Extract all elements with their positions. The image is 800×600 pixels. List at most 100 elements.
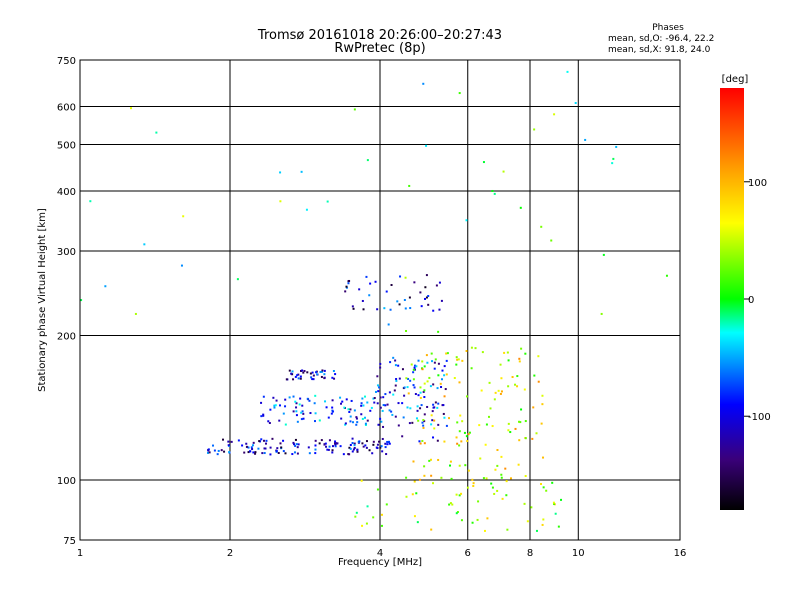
data-point — [428, 459, 431, 462]
data-point — [545, 489, 548, 492]
data-point — [348, 453, 351, 456]
data-point — [213, 449, 216, 452]
data-point — [490, 482, 493, 485]
data-point — [375, 446, 378, 449]
data-point — [334, 440, 337, 443]
data-point — [376, 443, 379, 446]
x-tick-label: 16 — [674, 548, 687, 559]
data-point — [373, 397, 376, 400]
data-point — [372, 443, 375, 446]
y-tick-label: 300 — [57, 247, 76, 258]
data-point — [296, 446, 299, 449]
data-point — [458, 494, 461, 497]
data-point — [409, 379, 412, 382]
data-point — [314, 439, 317, 442]
data-point — [313, 402, 316, 405]
data-point — [262, 439, 265, 442]
data-point — [331, 406, 334, 409]
data-point — [348, 410, 351, 413]
data-point — [417, 394, 420, 397]
data-point — [318, 442, 321, 445]
data-point — [541, 403, 544, 406]
data-point — [279, 171, 282, 174]
data-point — [296, 374, 299, 377]
data-point — [524, 437, 527, 440]
data-point — [665, 274, 668, 277]
data-point — [364, 395, 367, 398]
data-point — [398, 377, 401, 380]
data-point — [182, 215, 185, 218]
data-point — [310, 376, 313, 379]
data-point — [309, 372, 312, 375]
data-point — [427, 294, 430, 297]
data-point — [443, 416, 446, 419]
data-point — [360, 479, 363, 482]
data-point — [465, 350, 468, 353]
data-point — [314, 452, 317, 455]
data-point — [291, 453, 294, 456]
data-point — [413, 368, 416, 371]
data-point — [361, 397, 364, 400]
data-point — [470, 346, 473, 349]
data-point — [408, 184, 411, 187]
data-point — [458, 444, 461, 447]
data-point — [331, 451, 334, 454]
data-point — [295, 414, 298, 417]
data-point — [353, 409, 356, 412]
data-point — [537, 355, 540, 358]
data-point — [306, 397, 309, 400]
data-point — [315, 371, 318, 374]
data-point — [365, 522, 368, 525]
data-point — [382, 425, 385, 428]
colorbar — [720, 88, 744, 510]
data-point — [406, 406, 409, 409]
data-point — [404, 307, 407, 310]
data-point — [321, 370, 324, 373]
data-point — [423, 382, 426, 385]
data-point — [206, 451, 209, 454]
data-point — [436, 387, 439, 390]
data-point — [308, 452, 311, 455]
data-point — [260, 415, 263, 418]
data-point — [301, 410, 304, 413]
data-point — [396, 300, 399, 303]
data-point — [533, 128, 536, 131]
data-point — [467, 433, 470, 436]
data-point — [262, 395, 265, 398]
data-point — [456, 442, 459, 445]
data-point — [372, 397, 375, 400]
data-point — [501, 497, 504, 500]
data-point — [301, 404, 304, 407]
plot-grid — [79, 59, 681, 541]
data-point — [412, 371, 415, 374]
x-tick-label: 2 — [227, 548, 233, 559]
data-point — [470, 367, 473, 370]
data-point — [284, 405, 287, 408]
y-tick-label: 75 — [63, 536, 76, 547]
data-point — [574, 102, 577, 105]
data-point — [386, 443, 389, 446]
data-point — [273, 404, 276, 407]
data-point — [459, 414, 462, 417]
data-point — [443, 365, 446, 368]
data-point — [327, 416, 330, 419]
data-point — [524, 475, 527, 478]
data-point — [554, 512, 557, 515]
data-point — [393, 389, 396, 392]
data-point — [296, 452, 299, 455]
data-point — [351, 437, 354, 440]
data-point — [458, 430, 461, 433]
data-point — [460, 492, 463, 495]
data-point — [378, 386, 381, 389]
data-point — [404, 276, 407, 279]
data-point — [487, 415, 490, 418]
x-tick-label: 10 — [572, 548, 585, 559]
data-point — [612, 157, 615, 160]
x-tick-label: 4 — [377, 548, 383, 559]
data-point — [380, 420, 383, 423]
data-point — [432, 482, 435, 485]
data-point — [320, 375, 323, 378]
data-point — [276, 447, 279, 450]
data-point — [437, 374, 440, 377]
data-point — [241, 444, 244, 447]
